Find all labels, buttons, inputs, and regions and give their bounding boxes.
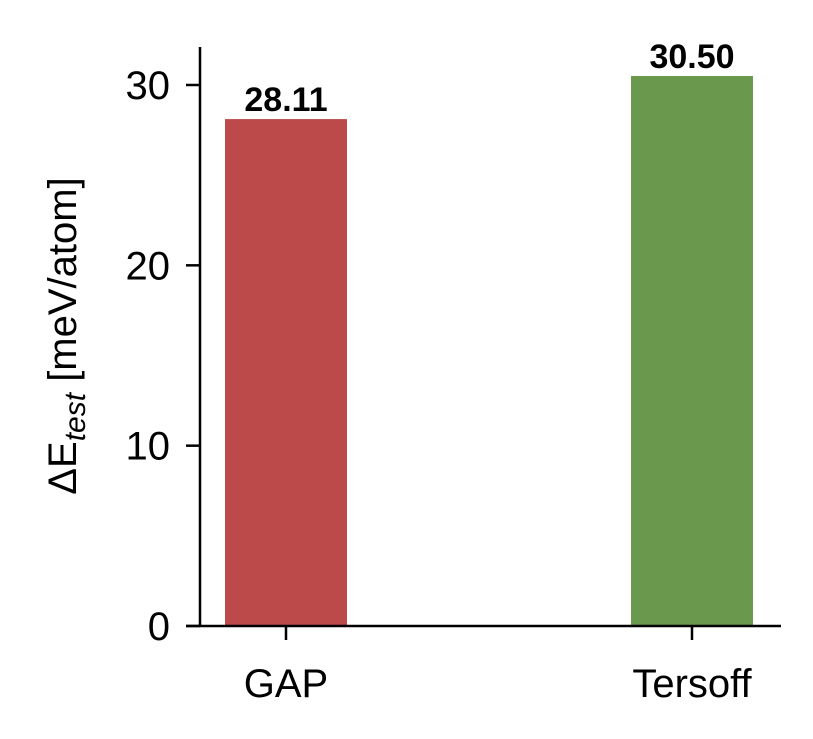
y-axis-label-prefix: ΔE: [41, 441, 85, 494]
y-axis-label: ΔEtest [meV/atom]: [41, 177, 92, 494]
bar-value-label-tersoff: 30.50: [649, 38, 734, 76]
x-ticks: GAP Tersoff: [244, 626, 753, 706]
y-tick-label: 0: [148, 605, 170, 649]
y-tick-label: 30: [126, 64, 171, 108]
y-tick-label: 10: [126, 425, 171, 469]
bar-value-labels: 28.11 30.50: [244, 38, 734, 119]
y-ticks: 0 10 20 30: [126, 64, 200, 649]
bar-gap: [225, 119, 347, 626]
x-tick-label-tersoff: Tersoff: [632, 662, 752, 706]
y-tick-label: 20: [126, 244, 171, 288]
y-axis-label-subscript: test: [59, 391, 92, 441]
y-axis-label-suffix: [meV/atom]: [41, 177, 85, 393]
bar-value-label-gap: 28.11: [244, 81, 327, 119]
bars-group: [225, 75, 753, 626]
bar-tersoff: [631, 75, 753, 626]
x-tick-label-gap: GAP: [244, 662, 328, 706]
